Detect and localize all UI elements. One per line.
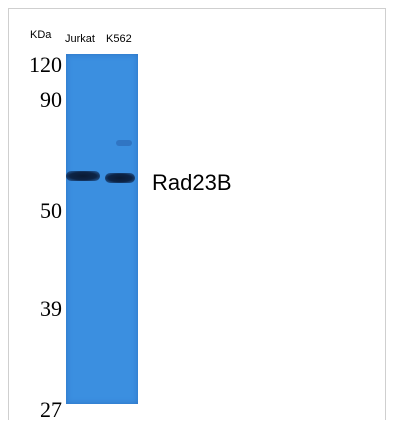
target-protein-label: Rad23B (152, 170, 232, 195)
lane-label-jurkat: Jurkat (65, 33, 95, 45)
figure-frame (8, 8, 386, 420)
band-jurkat (66, 171, 100, 181)
marker-39: 39 (40, 296, 62, 321)
blot-membrane (66, 54, 138, 404)
marker-120: 120 (29, 52, 62, 77)
band-k562 (105, 173, 135, 183)
lane-label-k562: K562 (106, 33, 132, 45)
marker-90: 90 (40, 87, 62, 112)
marker-27: 27 (40, 397, 62, 422)
unit-label: KDa (30, 29, 52, 41)
marker-50: 50 (40, 198, 62, 223)
faint-band (116, 140, 132, 146)
